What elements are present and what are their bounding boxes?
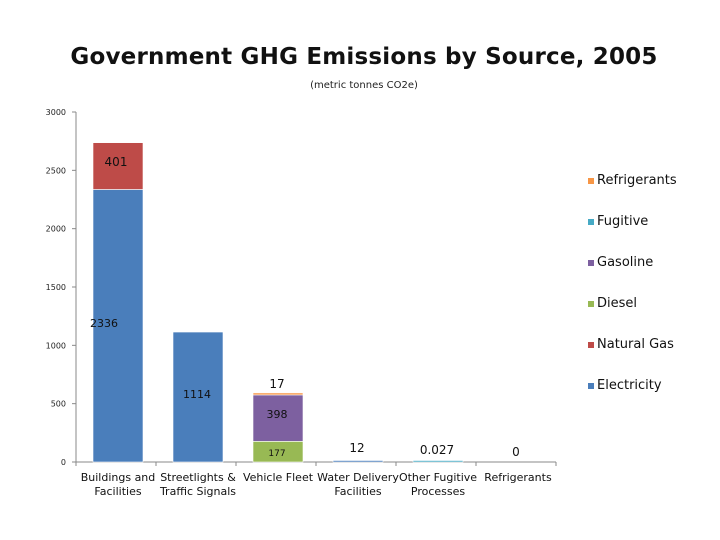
- x-category-label: Refrigerants: [484, 471, 552, 484]
- bar-segment-electricity: [92, 189, 144, 463]
- data-label: 0: [512, 445, 520, 459]
- legend-item: Electricity: [588, 378, 662, 396]
- bar-segment-natural-gas: [92, 142, 144, 190]
- bar-segment-electricity: [172, 331, 224, 463]
- bar-segment-electricity: [332, 460, 384, 463]
- bar-segment-refrigerants: [252, 392, 304, 396]
- data-label: 0.027: [420, 443, 454, 457]
- data-label: 401: [105, 155, 128, 169]
- legend-swatch: [588, 177, 594, 184]
- legend-item: Refrigerants: [588, 173, 677, 191]
- legend-label: Electricity: [597, 378, 662, 393]
- x-category-label: Traffic Signals: [159, 485, 236, 498]
- x-category-label: Vehicle Fleet: [243, 471, 314, 484]
- x-category-label: Other Fugitive: [399, 471, 477, 484]
- x-category-label: Streetlights &: [160, 471, 236, 484]
- x-category-label: Processes: [411, 485, 465, 498]
- y-tick-label: 2500: [46, 166, 66, 175]
- legend-label: Gasoline: [597, 255, 654, 270]
- legend-swatch: [588, 382, 594, 389]
- legend-swatch: [588, 259, 594, 266]
- legend-label: Diesel: [597, 296, 638, 311]
- legend-item: Natural Gas: [588, 337, 674, 355]
- legend-swatch: [588, 300, 594, 307]
- data-label: 17: [269, 377, 284, 391]
- y-tick-label: 500: [51, 400, 66, 409]
- chart-title: Government GHG Emissions by Source, 2005: [70, 44, 658, 70]
- legend-label: Fugitive: [597, 214, 649, 229]
- data-label: 2336: [90, 317, 118, 330]
- legend-label: Refrigerants: [597, 173, 677, 188]
- y-tick-label: 3000: [46, 108, 66, 117]
- bar-segment-gasoline: [252, 394, 304, 442]
- legend-item: Diesel: [588, 296, 637, 314]
- legend-item: Gasoline: [588, 255, 653, 273]
- data-label: 1114: [183, 388, 211, 401]
- legend-label: Natural Gas: [597, 337, 674, 352]
- y-tick-label: 0: [61, 458, 66, 467]
- x-category-label: Facilities: [334, 485, 381, 498]
- y-tick-label: 2000: [46, 225, 66, 234]
- data-label: 398: [267, 408, 288, 421]
- x-category-label: Facilities: [94, 485, 141, 498]
- y-tick-label: 1500: [46, 283, 66, 292]
- data-label: 12: [349, 441, 364, 455]
- x-category-label: Buildings and: [81, 471, 156, 484]
- legend-swatch: [588, 341, 594, 348]
- x-category-label: Water Delivery: [317, 471, 399, 484]
- bar-segment-fugitive: [412, 460, 464, 463]
- chart-subtitle: (metric tonnes CO2e): [310, 80, 418, 91]
- legend-item: Fugitive: [588, 214, 648, 232]
- y-tick-label: 1000: [46, 341, 66, 350]
- legend-swatch: [588, 218, 594, 225]
- data-label: 177: [268, 449, 285, 459]
